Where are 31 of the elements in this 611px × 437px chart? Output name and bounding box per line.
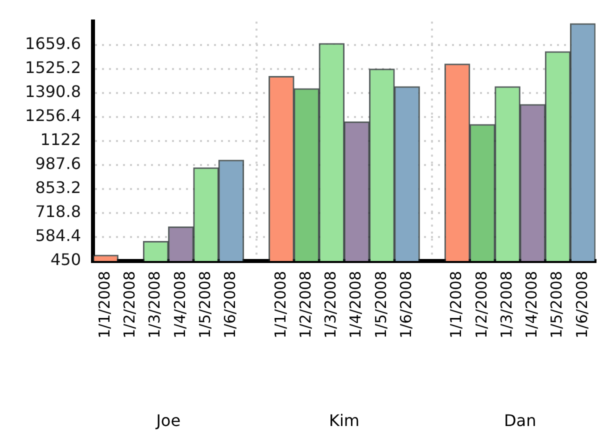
x-tick-label: 1/5/2008 — [372, 271, 390, 338]
text: Kim — [328, 411, 360, 430]
y-tick-label: 450 — [50, 250, 81, 270]
text: Dan — [504, 411, 536, 430]
x-tick-label: 1/2/2008 — [472, 271, 490, 338]
text: Joe — [155, 411, 181, 430]
y-tick-label: 853.2 — [35, 178, 81, 198]
x-tick-label: 1/2/2008 — [120, 271, 139, 338]
y-tick-label: 584.4 — [35, 226, 81, 246]
x-tick-label: 1/1/2008 — [447, 271, 466, 338]
x-tick-label: 1/4/2008 — [522, 271, 541, 338]
x-tick-label: 1/3/2008 — [497, 271, 516, 338]
x-tick-label: 1/5/2008 — [196, 271, 214, 338]
x-tick-label: 1/3/2008 — [146, 271, 164, 338]
y-tick-label: 1256.4 — [25, 106, 81, 126]
y-tick-label: 1122 — [40, 130, 81, 150]
y-tick-label: 1525.2 — [25, 58, 81, 78]
y-tick-label: 1390.8 — [25, 82, 81, 102]
x-tick-label: 1/4/2008 — [346, 271, 365, 338]
x-tick-label: 1/4/2008 — [170, 271, 189, 338]
y-tick-label: 718.8 — [35, 202, 81, 222]
x-tick-label: 1/2/2008 — [296, 271, 314, 338]
y-tick-label: 1659.6 — [25, 34, 81, 54]
x-tick-label: 1/3/2008 — [322, 271, 340, 338]
y-tick-label: 987.6 — [35, 154, 81, 174]
x-tick-label: 1/6/2008 — [221, 271, 240, 338]
x-tick-label: 1/6/2008 — [572, 271, 591, 338]
x-tick-label: 1/1/2008 — [95, 271, 114, 338]
x-tick-label: 1/1/2008 — [271, 271, 290, 338]
x-tick-label: 1/6/2008 — [396, 271, 415, 338]
x-tick-label: 1/5/2008 — [548, 271, 566, 338]
